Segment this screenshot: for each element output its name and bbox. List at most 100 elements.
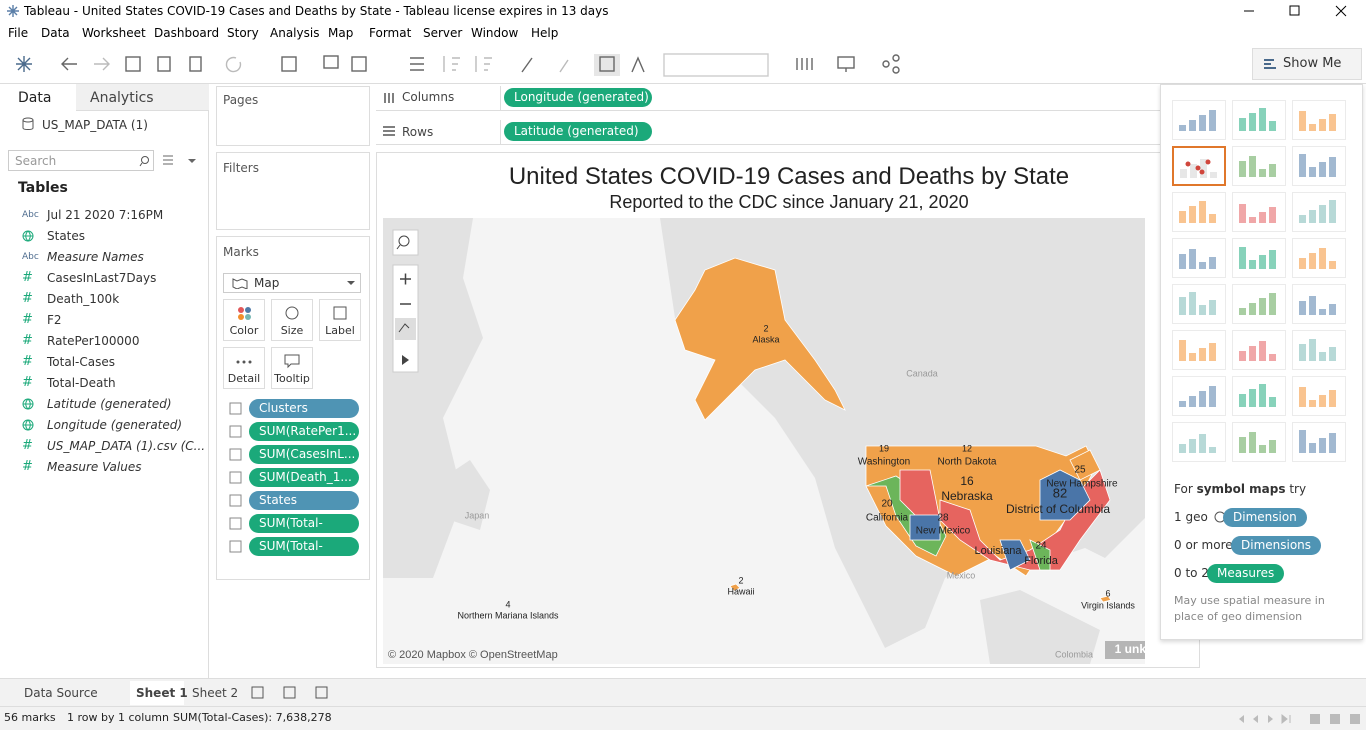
chart-thumbnail[interactable] [1172, 238, 1226, 278]
mark-button[interactable]: Size [271, 299, 313, 341]
chart-thumbnail[interactable] [1172, 284, 1226, 324]
field[interactable]: # US_MAP_DATA (1).csv (C... [0, 437, 208, 457]
menu-item[interactable]: Window [471, 26, 519, 40]
thumb-shape [1209, 343, 1216, 361]
chart-thumbnail[interactable] [1172, 192, 1226, 232]
show-me-button[interactable]: Show Me [1252, 48, 1362, 80]
chart-thumbnail[interactable] [1172, 330, 1226, 370]
nav-controls[interactable] [1234, 712, 1364, 726]
menu-item[interactable]: Data [41, 26, 70, 40]
show-me-icon [1264, 59, 1276, 69]
data-tab[interactable]: Data [0, 84, 76, 114]
sheet-tab[interactable]: Data Source [8, 681, 126, 705]
menu-item[interactable]: Map [328, 26, 354, 40]
chart-thumbnail[interactable] [1232, 192, 1286, 232]
field[interactable]: Abc Jul 21 2020 7:16PM [0, 206, 208, 226]
mark-button[interactable]: Tooltip [271, 347, 313, 389]
field[interactable]: # Total-Cases [0, 353, 208, 373]
field[interactable]: States [0, 227, 208, 247]
field[interactable]: Abc Measure Names [0, 248, 208, 268]
unknown-indicator[interactable]: 1 unknown [1115, 642, 1145, 656]
mark-button[interactable]: Color [223, 299, 265, 341]
rows-pill[interactable]: Latitude (generated) [504, 122, 652, 141]
chart-thumbnail[interactable] [1232, 238, 1286, 278]
chart-thumbnail[interactable] [1232, 376, 1286, 416]
chart-thumbnail[interactable] [1172, 376, 1226, 416]
menu-item[interactable]: Story [227, 26, 259, 40]
mark-pill[interactable]: SUM(Total-De... [249, 514, 359, 533]
thumb-shape [1269, 250, 1276, 269]
analytics-tab[interactable]: Analytics [76, 84, 209, 111]
menu-item[interactable]: Worksheet [82, 26, 146, 40]
window-controls[interactable] [1240, 3, 1360, 19]
mark-pill[interactable]: SUM(Death_1... [249, 468, 359, 487]
menu-item[interactable]: Server [423, 26, 463, 40]
toolbar-icons[interactable] [0, 44, 920, 84]
field[interactable]: # Total-Death [0, 374, 208, 394]
dot [242, 360, 246, 364]
chart-thumbnail[interactable] [1292, 146, 1346, 186]
mark-pill[interactable]: States [249, 491, 359, 510]
map-label: 28 [937, 513, 949, 524]
field[interactable]: # F2 [0, 311, 208, 331]
thumb-shape [1319, 395, 1326, 407]
field[interactable]: # Measure Values [0, 458, 208, 478]
field[interactable]: # Death_100k [0, 290, 208, 310]
menu-item[interactable]: File [8, 26, 29, 40]
mark-button[interactable]: Detail [223, 347, 265, 389]
chart-thumbnail[interactable] [1172, 422, 1226, 462]
thumbnail-icon [1179, 110, 1216, 131]
thumb-shape [1199, 391, 1206, 407]
chart-thumbnail[interactable] [1292, 284, 1346, 324]
thumbnail-icon [1239, 293, 1276, 315]
chart-thumbnail[interactable] [1292, 422, 1346, 462]
chart-thumbnail[interactable] [1232, 146, 1286, 186]
chart-thumbnail[interactable] [1232, 100, 1286, 140]
sheet-tab[interactable]: Sheet 2 [186, 681, 242, 705]
thumb-shape [1259, 445, 1266, 453]
field[interactable]: Latitude (generated) [0, 395, 208, 415]
chart-thumbnail[interactable] [1292, 100, 1346, 140]
field[interactable]: Longitude (generated) [0, 416, 208, 436]
dot [236, 360, 240, 364]
thumb-shape [1269, 207, 1276, 223]
chart-thumbnail[interactable] [1232, 330, 1286, 370]
chart-thumbnail[interactable] [1232, 422, 1286, 462]
status-text: SUM(Total-Cases): 7,638,278 [173, 711, 332, 724]
sheet-tab[interactable]: Sheet 1 [130, 681, 188, 705]
thumb-shape [1199, 201, 1206, 223]
chart-thumbnail[interactable] [1292, 192, 1346, 232]
thumb-shape [1189, 396, 1196, 407]
mark-type-dropdown[interactable]: Map [223, 273, 361, 293]
chart-thumbnail[interactable] [1232, 284, 1286, 324]
thumb-shape [1199, 348, 1206, 361]
map-label: 2 [763, 323, 768, 333]
mark-pill[interactable]: SUM(CasesInL... [249, 445, 359, 464]
map-controls[interactable] [392, 229, 419, 373]
chart-thumbnail[interactable] [1292, 330, 1346, 370]
chart-thumbnail[interactable] [1172, 146, 1226, 186]
shelf-label: Rows [402, 125, 434, 139]
datasource-name[interactable]: US_MAP_DATA (1) [42, 118, 148, 132]
map-label: Colombia [1055, 649, 1093, 659]
search-box[interactable]: Search [8, 150, 154, 171]
mark-button[interactable]: Label [319, 299, 361, 341]
mark-pill[interactable]: SUM(Total-Ca... [249, 537, 359, 556]
field[interactable]: # CasesInLast7Days [0, 269, 208, 289]
menu-item[interactable]: Help [531, 26, 559, 40]
new-sheet-icons[interactable] [250, 685, 340, 701]
menu-item[interactable]: Analysis [270, 26, 320, 40]
field[interactable]: # RatePer100000 [0, 332, 208, 352]
columns-pill[interactable]: Longitude (generated) [504, 88, 652, 107]
view-options[interactable] [162, 154, 202, 168]
mark-pill[interactable]: SUM(RatePer1... [249, 422, 359, 441]
menu-item[interactable]: Format [369, 26, 412, 40]
mark-pill[interactable]: Clusters [249, 399, 359, 418]
chart-thumbnail[interactable] [1292, 376, 1346, 416]
chart-thumbnail[interactable] [1292, 238, 1346, 278]
chart-thumbnail[interactable] [1172, 100, 1226, 140]
datasource-icon [22, 117, 34, 130]
menu-item[interactable]: Dashboard [154, 26, 220, 40]
thumb-shape [1200, 159, 1207, 178]
